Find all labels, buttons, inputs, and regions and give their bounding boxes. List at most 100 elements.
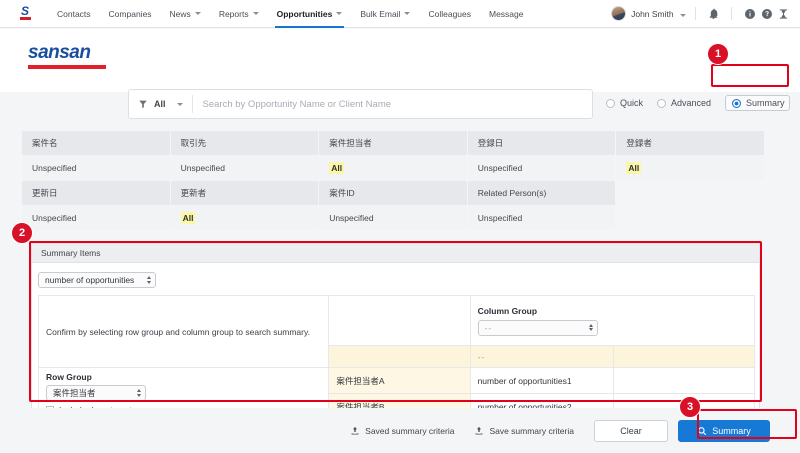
divider: [731, 7, 732, 20]
criteria-cell-text: 案件ID: [329, 188, 355, 198]
nav-item-news[interactable]: News: [161, 0, 210, 28]
grid-extra-cell: [612, 367, 756, 394]
panel-title: Summary Items: [41, 248, 101, 258]
criteria-value-cell: Unspecified: [467, 206, 616, 230]
grid-value: number of opportunities2: [477, 401, 572, 412]
radio-advanced[interactable]: Advanced: [657, 98, 711, 108]
nav-item-colleagues[interactable]: Colleagues: [419, 0, 480, 28]
criteria-value-cell: Unspecified: [22, 206, 170, 230]
radio-summary[interactable]: Summary: [725, 95, 790, 111]
search-scope-dropdown[interactable]: All: [129, 90, 192, 118]
criteria-header-cell: 更新日: [22, 181, 170, 205]
nav-items: Contacts Companies News Reports Opportun…: [48, 0, 533, 28]
sansan-logo-text: sansan: [28, 42, 91, 63]
criteria-header-cell: 登録日: [467, 131, 616, 155]
nav-label: Opportunities: [276, 8, 333, 19]
criteria-value-cell: All: [170, 206, 319, 230]
table-row: --: [39, 345, 756, 368]
radio-label: Quick: [620, 98, 644, 108]
column-group-select[interactable]: --: [477, 319, 598, 336]
info-icon[interactable]: [741, 5, 758, 22]
nav-item-contacts[interactable]: Contacts: [48, 0, 100, 28]
sansan-s-mark-icon[interactable]: S: [19, 4, 31, 20]
top-navigation-bar: S Contacts Companies News Reports Opport…: [0, 0, 800, 28]
nav-item-bulk-email[interactable]: Bulk Email: [351, 0, 419, 28]
criteria-cell-text: 案件名: [32, 138, 58, 148]
select-spinner-icon: [137, 276, 151, 284]
criteria-cell-text: 登録日: [477, 138, 504, 148]
criteria-header-cell: 登録者: [616, 131, 764, 155]
criteria-cell-text: 更新者: [180, 188, 207, 198]
criteria-blank-cell: [616, 206, 764, 230]
criteria-cell-text: Unspecified: [32, 163, 77, 173]
saved-summary-criteria-label: Saved summary criteria: [365, 425, 455, 436]
criteria-value-highlight: All: [329, 162, 345, 174]
criteria-value-cell: All: [319, 156, 467, 180]
download-tray-icon: [476, 426, 483, 435]
column-group-title: Column Group: [477, 305, 538, 316]
criteria-value-cell: Unspecified: [22, 156, 170, 180]
metric-select[interactable]: number of opportunities: [38, 272, 156, 288]
grid-corner-cell: [328, 295, 471, 346]
summary-items-panel: Summary Items number of opportunities Co…: [31, 243, 760, 428]
column-group-cell: Column Group --: [469, 295, 756, 346]
chevron-down-icon: [252, 12, 259, 15]
criteria-cell-text: 登録者: [626, 138, 652, 148]
summary-button[interactable]: Summary: [678, 419, 770, 442]
search-scope-label: All: [154, 99, 166, 109]
nav-label: Colleagues: [428, 8, 471, 19]
criteria-cell-text: Related Person(s): [477, 188, 547, 198]
criteria-value-cell: All: [616, 156, 764, 180]
search-criteria-table: 案件名 取引先 案件担当者 登録日 登録者 Unspecified Unspecified A…: [22, 131, 764, 230]
help-icon[interactable]: [758, 5, 775, 22]
grid-header-blank-cell: [328, 345, 471, 368]
clear-button[interactable]: Clear: [594, 419, 668, 442]
criteria-cell-text: 更新日: [32, 188, 58, 198]
nav-label: News: [169, 8, 191, 19]
radio-dot: [606, 98, 615, 108]
chevron-down-icon: [404, 12, 411, 15]
criteria-cell-text: Unspecified: [32, 213, 77, 223]
table-row: Row Group 案件担当者 Include department summa…: [37, 367, 756, 420]
grid-column-header-cell: --: [469, 345, 614, 368]
radio-quick[interactable]: Quick: [606, 98, 643, 108]
search-input[interactable]: [192, 98, 592, 110]
nav-item-reports[interactable]: Reports: [210, 0, 268, 28]
row-group-title: Row Group: [46, 372, 92, 382]
sansan-logo[interactable]: sansan: [28, 43, 120, 69]
criteria-value-cell: Unspecified: [319, 206, 467, 230]
nav-item-opportunities[interactable]: Opportunities: [268, 0, 352, 28]
nav-label: Bulk Email: [360, 8, 401, 19]
nav-item-companies[interactable]: Companies: [100, 0, 161, 28]
tower-icon[interactable]: [775, 5, 792, 22]
chevron-down-icon: [194, 12, 201, 15]
saved-summary-criteria-button[interactable]: Saved summary criteria: [350, 426, 454, 436]
filter-icon: [139, 100, 147, 108]
grid-row-label: 案件担当者B: [336, 401, 385, 412]
avatar[interactable]: [611, 6, 627, 21]
criteria-cell-text: Unspecified: [477, 163, 523, 173]
user-menu[interactable]: John Smith: [631, 9, 686, 19]
criteria-cell-text: Unspecified: [477, 213, 523, 223]
criteria-header-cell: 案件ID: [319, 181, 467, 205]
nav-item-message[interactable]: Message: [480, 0, 533, 28]
divider: [695, 7, 696, 20]
chevron-down-icon: [680, 13, 686, 17]
search-box[interactable]: All: [128, 89, 593, 119]
row-group-select[interactable]: 案件担当者: [46, 385, 146, 401]
grid-value-cell: number of opportunities1: [469, 367, 614, 394]
metric-select-value: number of opportunities: [45, 275, 135, 285]
radio-label: Summary: [746, 98, 785, 108]
grid-row-label: 案件担当者A: [336, 375, 385, 386]
criteria-value-highlight: All: [180, 212, 196, 224]
row-group-select-value: 案件担当者: [53, 388, 96, 398]
nav-label: Companies: [108, 8, 152, 19]
grid-header-blank-cell: [612, 345, 756, 368]
bell-icon[interactable]: [705, 5, 722, 22]
criteria-header-cell: Related Person(s): [467, 181, 616, 205]
criteria-header-cell: 案件担当者: [319, 131, 467, 155]
criteria-value-cell: Unspecified: [170, 156, 319, 180]
save-summary-criteria-button[interactable]: Save summary criteria: [474, 426, 574, 436]
table-row: Confirm by selecting row group and colum…: [37, 295, 756, 368]
criteria-cell-text: Unspecified: [180, 163, 226, 173]
